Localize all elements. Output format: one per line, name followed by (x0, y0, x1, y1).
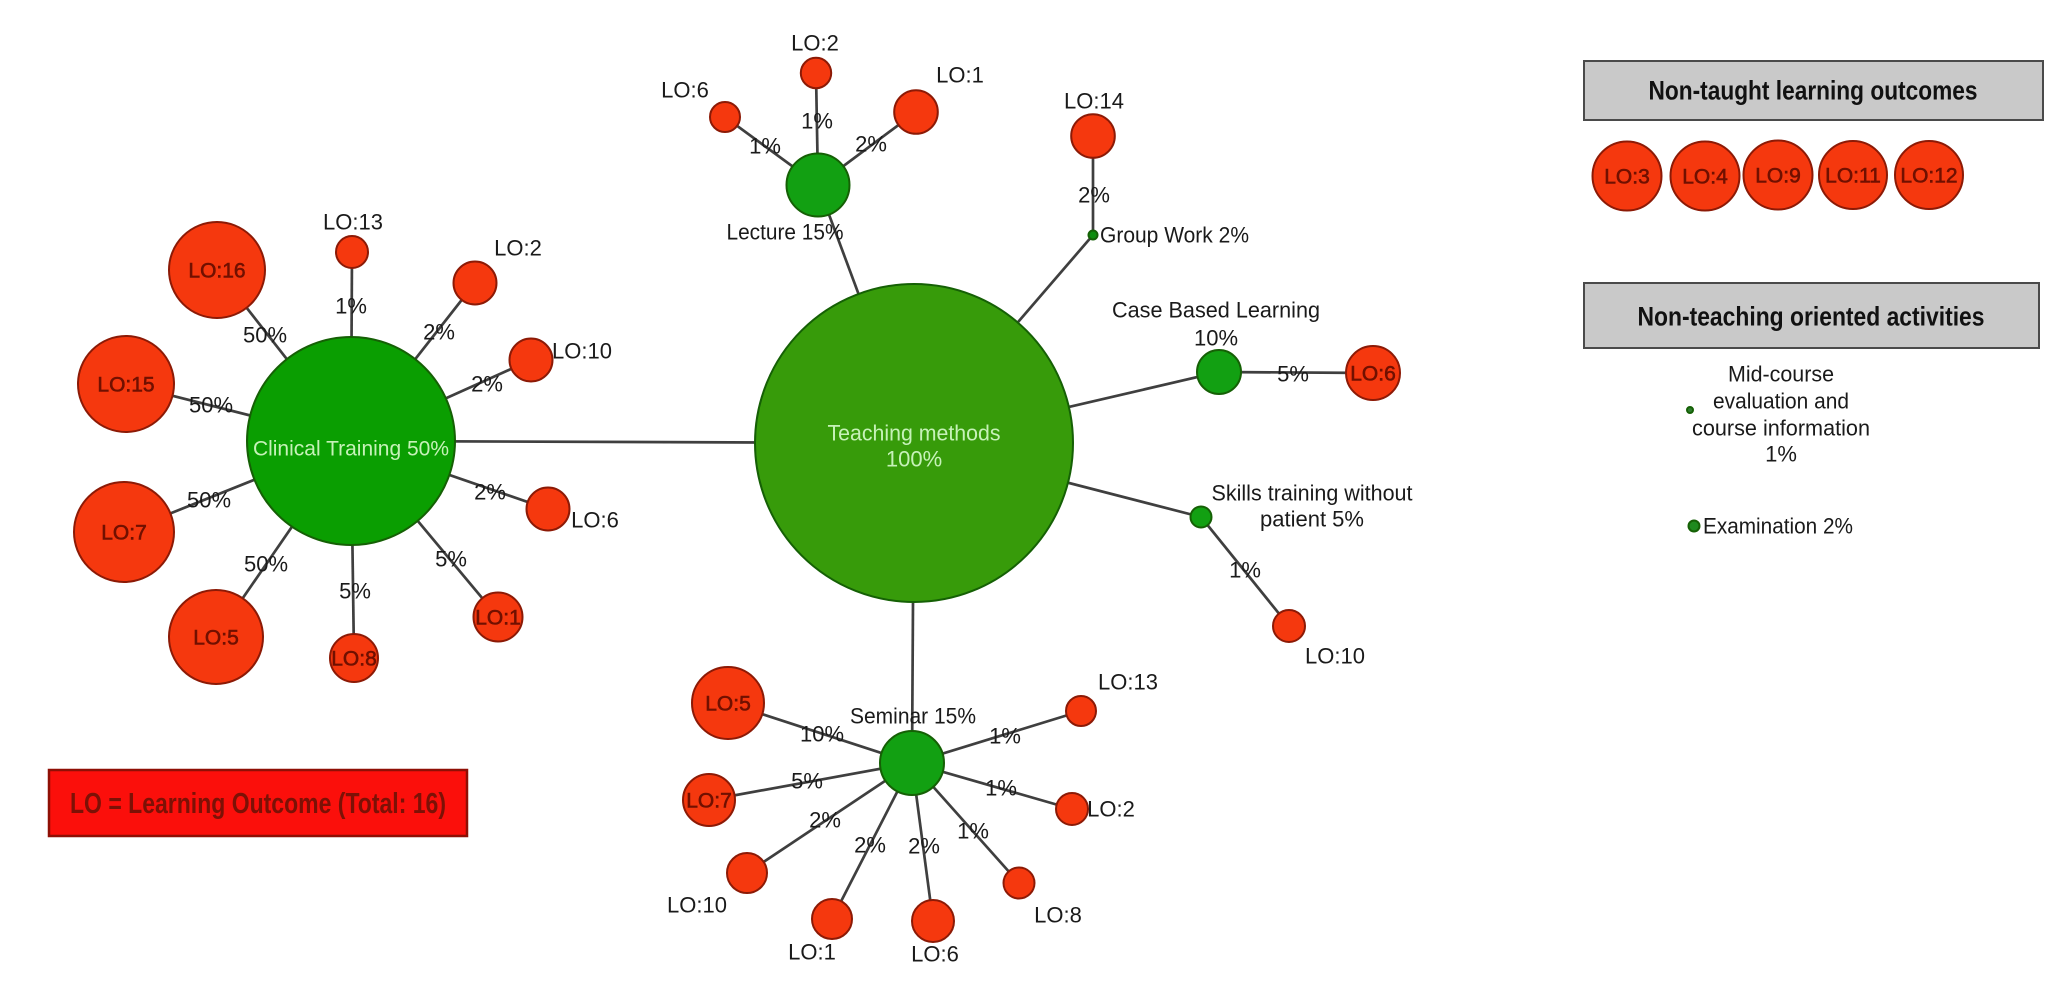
svg-text:LO:10: LO:10 (552, 339, 612, 364)
svg-text:LO:3: LO:3 (1604, 165, 1650, 188)
svg-text:2%: 2% (809, 808, 841, 833)
svg-text:1%: 1% (989, 724, 1021, 749)
svg-text:LO:4: LO:4 (1682, 165, 1728, 188)
svg-text:LO:2: LO:2 (494, 236, 542, 261)
svg-text:50%: 50% (244, 552, 288, 577)
svg-text:LO:2: LO:2 (1087, 797, 1135, 822)
svg-text:50%: 50% (189, 393, 233, 418)
svg-text:LO:6: LO:6 (661, 78, 709, 103)
svg-text:1%: 1% (801, 109, 833, 134)
svg-text:LO:7: LO:7 (101, 521, 147, 544)
svg-text:Examination 2%: Examination 2% (1703, 514, 1853, 539)
svg-text:LO:15: LO:15 (97, 373, 154, 396)
svg-text:LO:5: LO:5 (705, 692, 751, 715)
svg-text:LO:1: LO:1 (475, 606, 521, 629)
svg-text:LO:6: LO:6 (571, 508, 619, 533)
svg-text:LO:7: LO:7 (686, 789, 732, 812)
svg-text:LO:5: LO:5 (193, 626, 239, 649)
svg-text:Skills training without: Skills training without (1212, 481, 1413, 506)
svg-text:1%: 1% (335, 294, 367, 319)
svg-text:LO:8: LO:8 (331, 647, 377, 670)
svg-text:Group Work 2%: Group Work 2% (1100, 223, 1249, 248)
svg-text:Teaching methods: Teaching methods (828, 421, 1001, 446)
svg-text:Mid-course: Mid-course (1728, 362, 1834, 387)
svg-text:patient 5%: patient 5% (1260, 507, 1364, 532)
svg-text:LO:2: LO:2 (791, 31, 839, 56)
svg-text:1%: 1% (957, 819, 989, 844)
svg-text:LO:6: LO:6 (1350, 362, 1396, 385)
svg-text:1%: 1% (1229, 558, 1261, 583)
svg-text:LO:9: LO:9 (1755, 164, 1801, 187)
svg-text:evaluation and: evaluation and (1713, 389, 1849, 414)
svg-text:LO:6: LO:6 (911, 942, 959, 967)
svg-text:LO:10: LO:10 (667, 893, 727, 918)
svg-text:2%: 2% (1078, 183, 1110, 208)
svg-text:LO:16: LO:16 (188, 259, 245, 282)
svg-text:5%: 5% (339, 579, 371, 604)
svg-text:LO:13: LO:13 (323, 210, 383, 235)
svg-text:100%: 100% (886, 447, 942, 472)
svg-text:Non-taught learning outcomes: Non-taught learning outcomes (1649, 75, 1978, 105)
svg-text:1%: 1% (749, 134, 781, 159)
svg-text:2%: 2% (855, 132, 887, 157)
svg-text:5%: 5% (791, 769, 823, 794)
svg-text:LO:10: LO:10 (1305, 644, 1365, 669)
svg-text:LO:13: LO:13 (1098, 670, 1158, 695)
svg-text:50%: 50% (243, 323, 287, 348)
svg-text:LO:14: LO:14 (1064, 89, 1124, 114)
svg-text:LO:12: LO:12 (1900, 164, 1957, 187)
svg-text:1%: 1% (985, 776, 1017, 801)
svg-text:LO:1: LO:1 (936, 63, 984, 88)
svg-text:5%: 5% (435, 547, 467, 572)
svg-text:10%: 10% (800, 722, 844, 747)
svg-text:LO:11: LO:11 (1825, 164, 1881, 187)
svg-text:LO:1: LO:1 (788, 940, 836, 965)
svg-text:10%: 10% (1194, 326, 1238, 351)
svg-text:Clinical Training 50%: Clinical Training 50% (253, 437, 449, 460)
svg-text:Seminar 15%: Seminar 15% (850, 704, 976, 729)
svg-text:1%: 1% (1765, 442, 1797, 467)
svg-text:LO = Learning Outcome (Total:: LO = Learning Outcome (Total: 16) (70, 788, 446, 820)
svg-text:2%: 2% (471, 372, 503, 397)
svg-text:2%: 2% (423, 320, 455, 345)
svg-text:2%: 2% (474, 480, 506, 505)
svg-text:5%: 5% (1277, 362, 1309, 387)
svg-text:Non-teaching oriented activiti: Non-teaching oriented activities (1638, 301, 1985, 331)
svg-text:Lecture 15%: Lecture 15% (727, 220, 844, 245)
svg-text:LO:8: LO:8 (1034, 903, 1082, 928)
svg-text:50%: 50% (187, 488, 231, 513)
svg-text:Case Based Learning: Case Based Learning (1112, 298, 1320, 323)
svg-text:2%: 2% (908, 834, 940, 859)
svg-text:2%: 2% (854, 833, 886, 858)
svg-text:course information: course information (1692, 416, 1870, 441)
